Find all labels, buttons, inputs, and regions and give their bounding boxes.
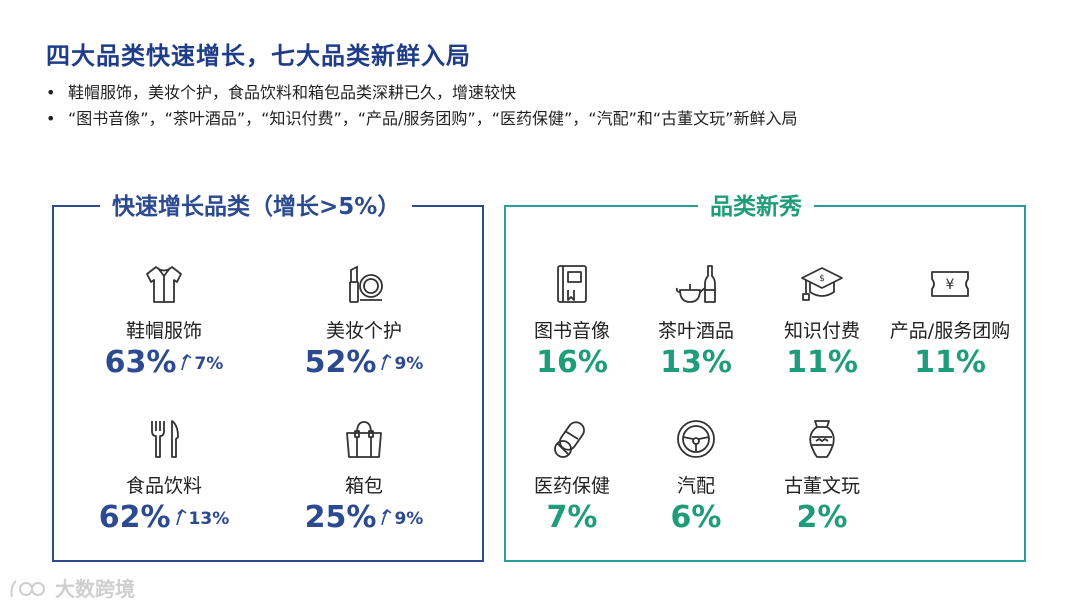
up-arrow-icon (381, 508, 392, 526)
category-percent: 16% (536, 345, 608, 380)
category-bags: 箱包 25% 9% (284, 417, 444, 535)
category-percent: 62% 13% (98, 500, 230, 535)
cosmetics-icon (349, 265, 383, 303)
growth-rate: 9% (380, 508, 423, 529)
fast-growth-panel: 快速增长品类（增长>5%） 鞋帽服饰 63% 7% 美妆个护 52% 9% 食品饮料… (52, 187, 484, 562)
category-label: 箱包 (344, 475, 383, 497)
pill-icon (554, 421, 585, 458)
svg-text:$: $ (819, 274, 825, 284)
category-tea-wine: 茶叶酒品 13% (616, 262, 776, 380)
watermark-text: 大数跨境 (54, 577, 135, 601)
bullet-item: • 鞋帽服饰，美妆个护，食品饮料和箱包品类深耕已久，增速较快 (46, 83, 517, 102)
bullet-text: 鞋帽服饰，美妆个护，食品饮料和箱包品类深耕已久，增速较快 (68, 83, 517, 102)
logo-icon (10, 580, 45, 598)
category-percent: 6% (670, 500, 722, 535)
category-books: 图书音像 16% (492, 262, 652, 380)
svg-text:¥: ¥ (946, 277, 955, 293)
growth-rate: 7% (180, 353, 223, 374)
category-percent: 2% (796, 500, 848, 535)
category-group-buy: ¥ 产品/服务团购 11% (870, 262, 1030, 380)
category-antiques: 古董文玩 2% (742, 417, 902, 535)
category-food: 食品饮料 62% 13% (84, 417, 244, 535)
new-category-panel: 品类新秀 图书音像 16% 茶叶酒品 13% $ 知识付 (504, 187, 1026, 562)
vase-icon (809, 420, 835, 458)
category-label: 美妆个护 (325, 320, 402, 342)
bullet-item: • “图书音像”，“茶叶酒品”，“知识付费”，“产品/服务团购”，“医药保健”，“… (46, 109, 798, 128)
new-category-panel-title: 品类新秀 (698, 187, 814, 221)
category-label: 鞋帽服饰 (125, 320, 202, 342)
category-label: 图书音像 (533, 320, 610, 342)
category-knowledge: $ 知识付费 11% (742, 262, 902, 380)
steering-wheel-icon (677, 420, 715, 458)
up-arrow-icon (181, 353, 192, 371)
watermark: 大数跨境 (8, 573, 135, 602)
shirt-icon (146, 266, 182, 303)
teapot-bottle-icon (675, 265, 716, 303)
page-title: 四大品类快速增长，七大品类新鲜入局 (46, 42, 471, 70)
category-percent: 25% 9% (304, 500, 424, 535)
bullet-text: “图书音像”，“茶叶酒品”，“知识付费”，“产品/服务团购”，“医药保健”，“汽… (68, 109, 798, 128)
up-arrow-icon (175, 508, 187, 526)
up-arrow-icon (381, 353, 392, 371)
growth-rate: 9% (380, 353, 423, 374)
category-apparel: 鞋帽服饰 63% 7% (84, 262, 244, 380)
category-label: 古董文玩 (783, 475, 860, 497)
category-beauty: 美妆个护 52% 9% (284, 262, 444, 380)
graduation-cap-icon: $ (801, 267, 843, 301)
category-label: 茶叶酒品 (657, 320, 734, 342)
cutlery-icon (151, 420, 179, 458)
category-percent: 13% (660, 345, 732, 380)
category-label: 产品/服务团购 (889, 320, 1011, 342)
category-percent: 11% (786, 345, 858, 380)
fast-growth-panel-title: 快速增长品类（增长>5%） (100, 187, 413, 221)
bag-icon (346, 421, 382, 458)
book-icon (557, 265, 587, 303)
category-percent: 63% 7% (104, 345, 224, 380)
category-percent: 52% 9% (304, 345, 424, 380)
category-label: 医药保健 (533, 475, 610, 497)
category-medicine: 医药保健 7% (492, 417, 652, 535)
category-label: 知识付费 (783, 320, 860, 342)
category-auto-parts: 汽配 6% (616, 417, 776, 535)
bullet-list: • 鞋帽服饰，美妆个护，食品饮料和箱包品类深耕已久，增速较快 • “图书音像”，“茶… (46, 80, 797, 132)
category-label: 汽配 (676, 475, 715, 497)
category-percent: 7% (546, 500, 598, 535)
growth-rate: 13% (175, 508, 229, 529)
category-label: 食品饮料 (125, 475, 202, 497)
category-percent: 11% (914, 345, 986, 380)
coupon-icon: ¥ (931, 271, 969, 297)
